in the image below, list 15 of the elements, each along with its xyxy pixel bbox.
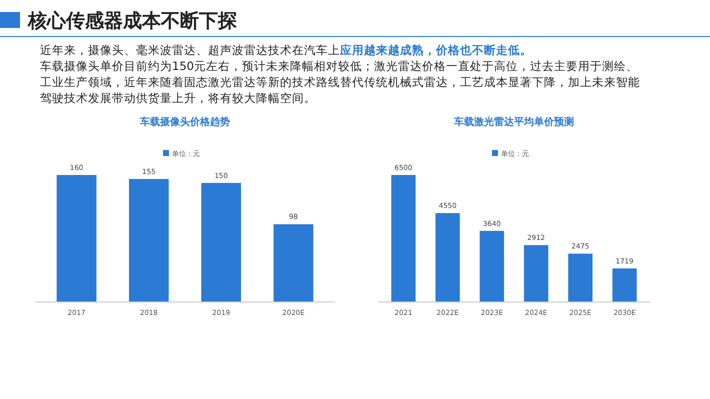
text: 应用越来越成熟，价格也不断走低。 (340, 43, 532, 57)
bar (201, 182, 242, 302)
text: 核心传感器成本不断下探 (28, 9, 237, 34)
bar (435, 213, 460, 302)
bar (391, 175, 416, 302)
bar (612, 268, 637, 302)
bar (480, 230, 504, 302)
bar (128, 178, 169, 302)
bar (568, 254, 593, 302)
bar (56, 175, 96, 302)
chart-title: 车载激光雷达平均单价预测 (453, 116, 574, 128)
bar (274, 224, 314, 302)
bar (524, 245, 548, 302)
chart-title: 车载摄像头价格趋势 (139, 116, 230, 128)
text: 车载摄像头单价目前约为150元左右，预计未来降幅相对较低；激光雷达价格一直处于高位，过去主要用于测绘、工业生产领域，近年来随着固态激光雷达等新的技术路线替代传统机械式雷达，工艺成本显著下降，加上未来智能驾驶技术发展带动供货量上升，将有较大降幅空间。 (40, 58, 640, 106)
